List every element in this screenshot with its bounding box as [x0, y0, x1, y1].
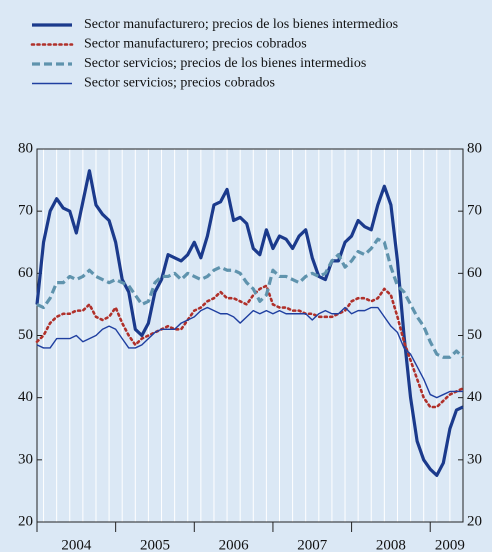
- legend-label: Sector manufacturero; precios de los bie…: [84, 17, 398, 32]
- y-tick-label-left: 80: [18, 140, 33, 156]
- x-tick-label: 2008: [376, 537, 406, 552]
- series-line: [35, 284, 465, 409]
- series-line: [36, 306, 463, 399]
- x-tick-label: 2007: [297, 537, 328, 552]
- y-tick-label-right: 50: [467, 327, 482, 343]
- y-tick-label-left: 50: [18, 327, 33, 343]
- y-tick-label-right: 80: [467, 140, 482, 156]
- y-tick-label-left: 70: [18, 203, 33, 219]
- y-tick-label-right: 40: [467, 389, 482, 405]
- y-tick-label-left: 60: [18, 265, 33, 281]
- y-tick-label-left: 20: [18, 513, 33, 529]
- x-tick-label: 2005: [140, 537, 170, 552]
- y-tick-label-left: 30: [18, 451, 33, 467]
- legend-label: Sector servicios; precios de los bienes …: [84, 56, 366, 71]
- x-tick-label: 2004: [61, 537, 92, 552]
- series-line: [36, 237, 465, 359]
- y-tick-label-right: 20: [467, 513, 482, 529]
- series-line: [35, 169, 464, 477]
- y-tick-label-right: 30: [467, 451, 482, 467]
- legend-label: Sector manufacturero; precios cobrados: [84, 37, 307, 52]
- y-tick-label-right: 60: [467, 265, 482, 281]
- x-tick-label: 2006: [219, 537, 250, 552]
- legend-label: Sector servicios; precios cobrados: [84, 76, 275, 91]
- y-tick-label-right: 70: [467, 203, 482, 219]
- x-tick-label: 2009: [435, 537, 465, 552]
- y-tick-label-left: 40: [18, 389, 33, 405]
